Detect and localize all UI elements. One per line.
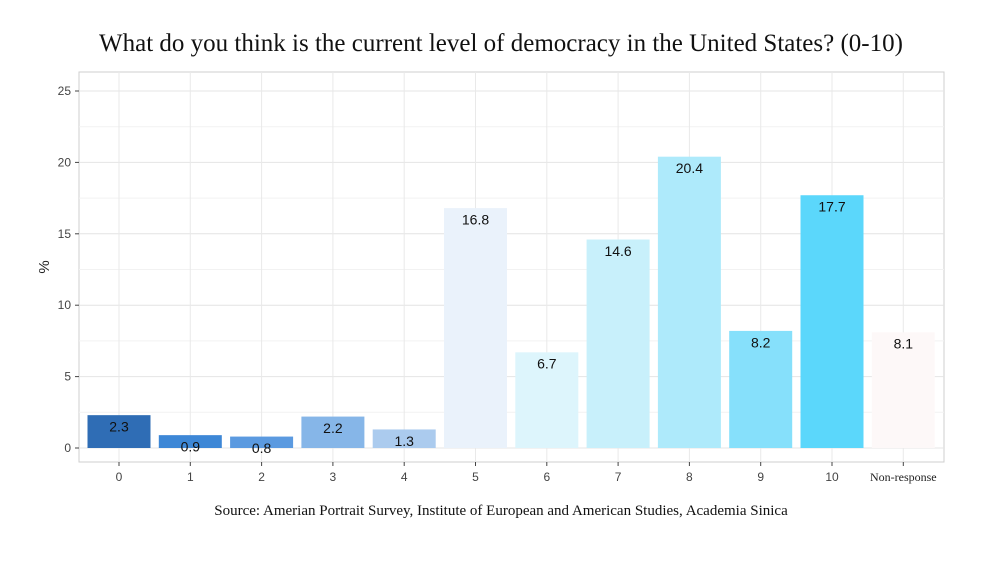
data-labels: 2.3 0.9 0.8 2.2 1.3 16.8 6.7 14.6 20.4 8.2 17.7 8.1 [109,160,913,456]
data-label: 2.3 [109,419,129,435]
x-tick-label: 8 [686,470,693,484]
data-label: 0.8 [252,440,272,456]
bar-5 [444,208,507,448]
x-tick-label: 9 [757,470,764,484]
bar-6 [515,352,579,448]
bar-1 [158,435,222,448]
axes: 0 5 10 15 20 25 0 1 2 3 4 5 6 7 8 9 10 Non-response [58,84,937,484]
y-tick-label: 15 [58,227,72,241]
x-tick-label: 3 [330,470,337,484]
data-label: 1.3 [394,433,414,449]
x-tick-label: 1 [187,470,194,484]
x-tick-label: 5 [472,470,479,484]
bar-2 [230,436,294,448]
bar-non-response [871,332,935,448]
data-label: 16.8 [462,212,489,228]
y-tick-label: 0 [64,441,71,455]
bars [87,156,935,449]
x-tick-label: Non-response [870,470,937,484]
bar-10 [800,195,864,448]
y-axis-label: % [36,260,53,273]
data-label: 0.9 [181,439,201,455]
source-note: Source: Amerian Portrait Survey, Institu… [214,503,788,519]
data-label: 6.7 [537,356,557,372]
y-tick-label: 25 [58,84,72,98]
y-tick-label: 5 [64,370,71,384]
x-tick-label: 7 [615,470,622,484]
y-tick-label: 10 [58,298,72,312]
x-tick-label: 6 [543,470,550,484]
data-label: 14.6 [604,243,631,259]
bar-3 [301,416,365,448]
data-label: 17.7 [818,199,845,215]
bar-8 [657,156,721,449]
bar-0 [87,415,151,448]
bar-9 [729,330,793,448]
x-tick-label: 2 [258,470,265,484]
x-tick-label: 4 [401,470,408,484]
data-label: 8.2 [751,334,771,350]
x-tick-label: 10 [825,470,839,484]
plot-panel [78,71,945,463]
data-label: 2.2 [323,420,343,436]
data-label: 8.1 [894,336,914,352]
bar-7 [586,239,650,448]
chart-title: What do you think is the current level o… [99,30,903,57]
data-label: 20.4 [676,160,703,176]
x-tick-label: 0 [116,470,123,484]
y-tick-label: 20 [58,155,72,169]
bar-4 [372,429,436,448]
